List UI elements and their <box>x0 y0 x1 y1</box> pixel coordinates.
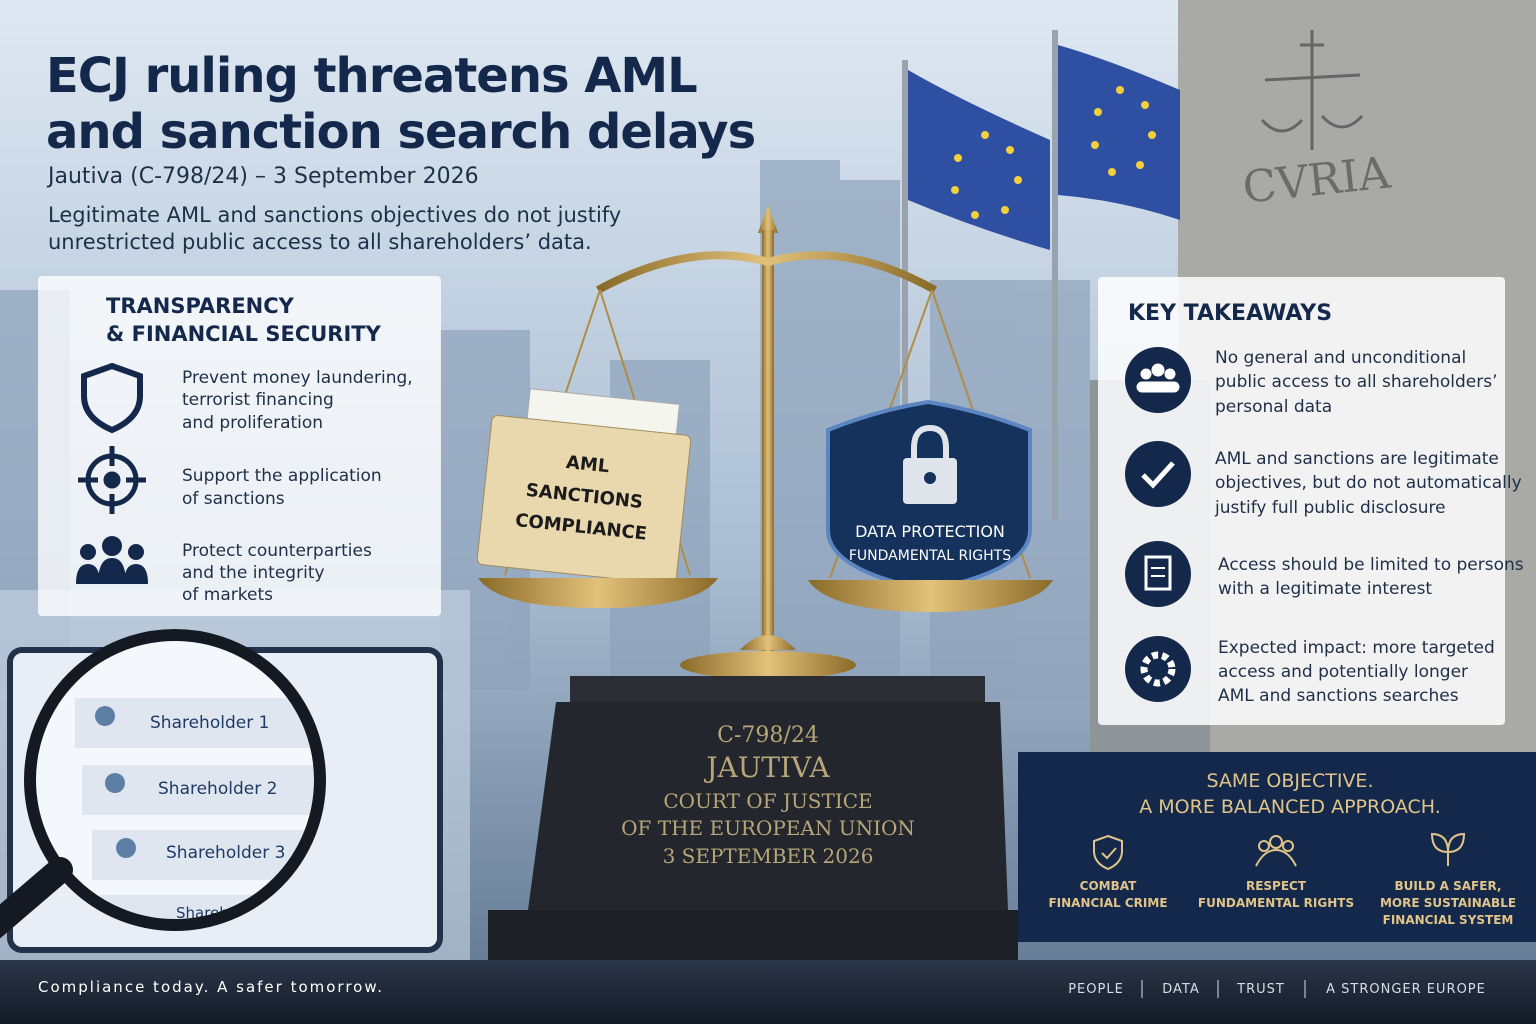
pillar-label: FINANCIAL SYSTEM <box>1383 913 1514 927</box>
takeaway-text: Expected impact: more targeted <box>1218 638 1495 658</box>
takeaway-text: justify full public disclosure <box>1214 498 1446 518</box>
takeaway-text: objectives, but do not automatically <box>1215 473 1522 493</box>
pedestal-inscription: 3 SEPTEMBER 2026 <box>663 844 874 868</box>
footer-separators <box>1141 980 1306 998</box>
magnified-list: Shareholder 1 Shareholder 2 Shareholder … <box>35 640 315 920</box>
panel-item: and the integrity <box>182 563 325 583</box>
pedestal-inscription: C-798/24 <box>717 723 819 748</box>
pedestal-inscription: COURT OF JUSTICE <box>663 789 872 813</box>
takeaway-glyphs <box>1136 363 1180 687</box>
left-panel <box>38 276 441 616</box>
takeaway-text: public access to all shareholders’ <box>1215 372 1498 392</box>
pan-label: AML <box>565 452 610 477</box>
left-pan <box>478 578 718 608</box>
panel-heading: & FINANCIAL SECURITY <box>106 322 382 346</box>
title: ECJ ruling threatens AML <box>46 48 697 104</box>
panel-item: and proliferation <box>182 413 323 433</box>
shield-icon <box>81 362 143 434</box>
pedestal-inscription: OF THE EUROPEAN UNION <box>621 816 915 840</box>
takeaways-heading: KEY TAKEAWAYS <box>1128 301 1332 326</box>
footer-keyword: PEOPLE <box>1068 982 1124 997</box>
footer-keyword: DATA <box>1162 982 1200 997</box>
building-scales-engraving <box>1260 30 1364 150</box>
takeaway-text: access and potentially longer <box>1218 662 1468 682</box>
pillar-label: FINANCIAL CRIME <box>1048 896 1167 910</box>
panel-item: terrorist financing <box>182 390 334 410</box>
takeaway-text: AML and sanctions are legitimate <box>1215 449 1499 469</box>
panel-item: Protect counterparties <box>182 541 372 561</box>
panel-heading: TRANSPARENCY <box>106 294 295 318</box>
document-folder: AML SANCTIONS COMPLIANCE <box>476 388 692 585</box>
pillar-label: COMBAT <box>1080 879 1137 893</box>
tagline: Compliance today. A safer tomorrow. <box>38 978 384 996</box>
pan-label: FUNDAMENTAL RIGHTS <box>849 548 1011 564</box>
takeaway-text: with a legitimate interest <box>1218 579 1432 599</box>
right-pan <box>808 580 1053 612</box>
pillar-label: RESPECT <box>1246 879 1307 893</box>
pillar-icons <box>1093 832 1466 871</box>
takeaway-text: No general and unconditional <box>1215 348 1466 368</box>
takeaways-panel <box>1098 277 1505 725</box>
banner-heading: A MORE BALANCED APPROACH. <box>1139 796 1441 818</box>
panel-item: of markets <box>182 585 273 605</box>
banner-heading: SAME OBJECTIVE. <box>1207 770 1374 792</box>
summary: Legitimate AML and sanctions objectives … <box>48 203 621 227</box>
takeaway-text: Access should be limited to persons <box>1218 555 1524 575</box>
target-icon <box>78 446 146 514</box>
takeaway-text: AML and sanctions searches <box>1218 686 1459 706</box>
footer <box>0 960 1536 1024</box>
pillar-label: FUNDAMENTAL RIGHTS <box>1198 896 1354 910</box>
footer-keyword: A STRONGER EUROPE <box>1326 982 1486 997</box>
shareholder-row: Shareholder 3 <box>166 843 285 863</box>
pan-label: DATA PROTECTION <box>855 522 1005 541</box>
shareholder-row: Shareholder 1 <box>150 713 269 733</box>
magnifier-ring <box>24 629 326 931</box>
shareholder-row: Shareholder 2 <box>158 779 277 799</box>
people-icon <box>76 536 148 584</box>
panel-item: Support the application <box>182 466 382 486</box>
summary: unrestricted public access to all shareh… <box>48 230 592 254</box>
magnifier-handle <box>0 857 73 939</box>
pillar-label: MORE SUSTAINABLE <box>1380 896 1516 910</box>
title: and sanction search delays <box>46 104 755 160</box>
takeaway-text: personal data <box>1215 397 1332 417</box>
footer-keyword: TRUST <box>1236 982 1285 997</box>
subtitle: Jautiva (C-798/24) – 3 September 2026 <box>46 164 479 189</box>
pedestal <box>488 676 1018 962</box>
takeaway-icons <box>1125 347 1191 702</box>
pedestal-inscription: JAUTIVA <box>703 751 830 784</box>
panel-item: Prevent money laundering, <box>182 368 413 388</box>
pillar-label: BUILD A SAFER, <box>1395 879 1502 893</box>
panel-item: of sanctions <box>182 489 285 509</box>
lock-icon <box>903 424 957 504</box>
